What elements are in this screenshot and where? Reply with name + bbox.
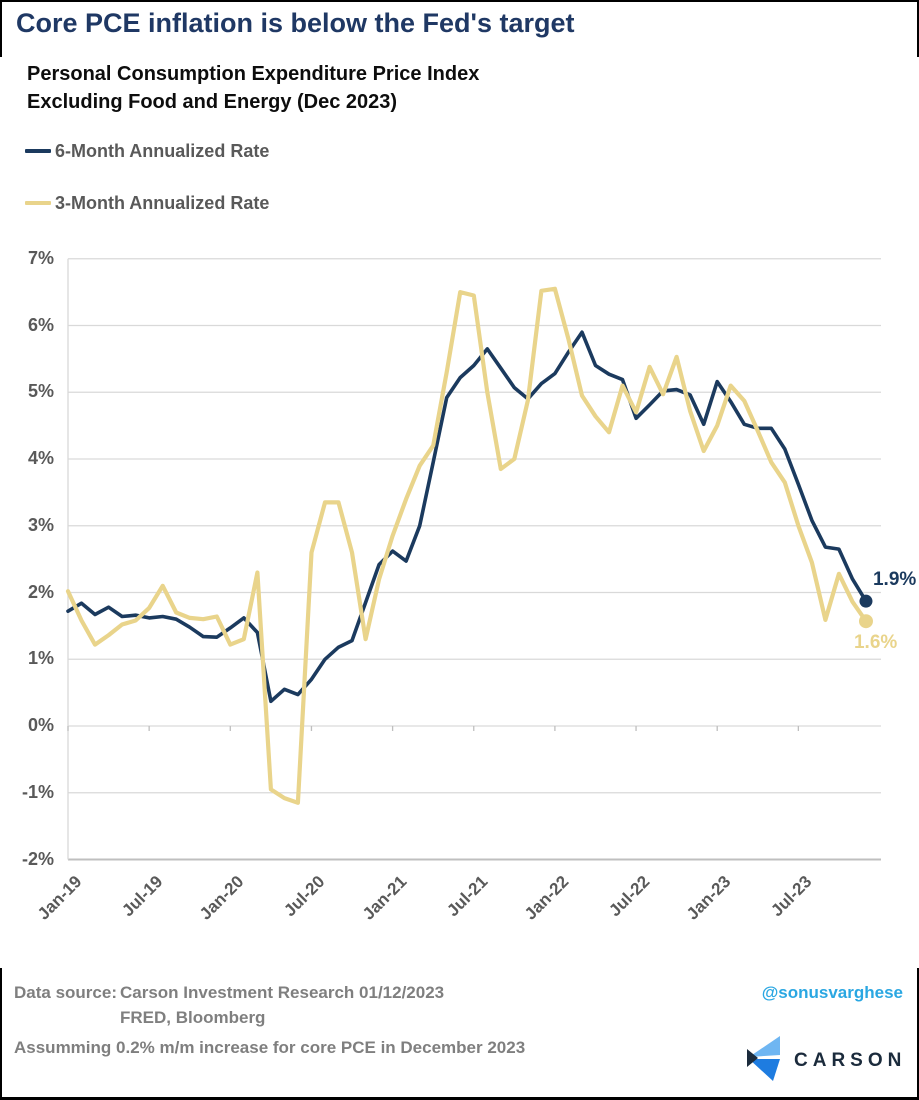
chart-subtitle-line2: Excluding Food and Energy (Dec 2023) [27, 91, 398, 113]
legend-label-6-month: 6-Month Annualized Rate [55, 140, 270, 161]
y-axis-label: 7% [27, 247, 54, 268]
series-line-3-month [65, 286, 869, 805]
frame-bottom-border [0, 1097, 919, 1100]
footer: Data source: Carson Investment Research … [0, 970, 919, 1098]
legend-item-6-month: 6-Month Annualized Rate [25, 140, 269, 162]
frame-left-border-footer [0, 968, 2, 1100]
page-title: Core PCE inflation is below the Fed's ta… [16, 8, 575, 38]
y-axis-label: 1% [27, 648, 54, 669]
end-dot-3-month [858, 614, 873, 629]
frame-left-border-title [0, 0, 2, 57]
series-line-6-month [66, 330, 868, 704]
y-axis-label: -2% [21, 848, 54, 869]
legend-item-3-month: 3-Month Annualized Rate [25, 192, 269, 214]
carson-logo-icon [747, 1036, 780, 1081]
chart-area: 7% 6% 5% 4% 3% 2% 1% 0% -1% -2% Jan-19 Jul-19 Jan-2… [21, 247, 917, 924]
y-axis-label: 6% [27, 314, 54, 335]
legend-swatch-3-month-icon [25, 201, 51, 205]
data-source-label: Data source: [14, 983, 117, 1002]
y-axis-label: 5% [27, 381, 54, 402]
frame-right-border-footer [917, 968, 919, 1100]
frame-top-border [0, 0, 919, 2]
legend-label-3-month: 3-Month Annualized Rate [55, 192, 270, 213]
chart-subtitle-line1: Personal Consumption Expenditure Price I… [27, 63, 480, 85]
line-chart [65, 258, 881, 861]
y-axis-label: 2% [27, 581, 54, 602]
end-dot-6-month [859, 594, 873, 608]
carson-logo-text: CARSON [794, 1050, 907, 1071]
y-axis-label: 3% [27, 514, 54, 535]
chart-subtitle: Personal Consumption Expenditure Price I… [27, 60, 727, 116]
assumption-note: Assumming 0.2% m/m increase for core PCE… [14, 1038, 526, 1057]
legend: 6-Month Annualized Rate 3-Month Annualiz… [25, 140, 269, 244]
data-source-line2: FRED, Bloomberg [120, 1008, 266, 1027]
end-label-6-month: 1.9% [872, 569, 917, 591]
y-axis-label: -1% [21, 781, 54, 802]
y-axis-label: 4% [27, 448, 54, 468]
y-axis-label: 0% [27, 715, 54, 735]
data-source-line1: Carson Investment Research 01/12/2023 [120, 983, 445, 1002]
legend-swatch-6-month-icon [25, 149, 51, 153]
twitter-handle: @sonusvarghese [761, 983, 903, 1002]
carson-logo: CARSON [742, 1034, 906, 1082]
end-label-3-month: 1.6% [853, 632, 898, 654]
frame-right-border-title [917, 0, 919, 57]
